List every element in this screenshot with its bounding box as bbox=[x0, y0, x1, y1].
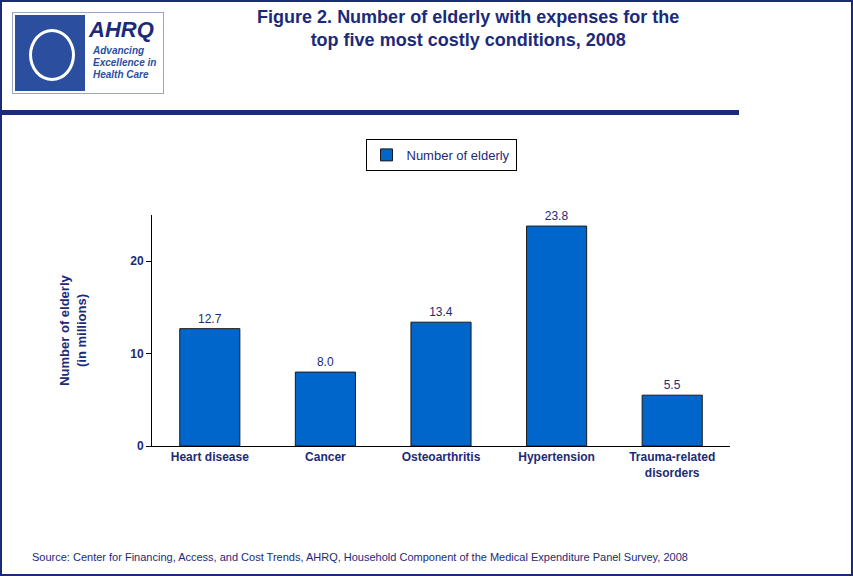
svg-text:Figure 2. Number of elderly wi: Figure 2. Number of elderly with expense… bbox=[257, 7, 679, 50]
svg-text:Trauma-relateddisorders: Trauma-relateddisorders bbox=[629, 450, 715, 480]
svg-text:Cancer: Cancer bbox=[305, 450, 346, 464]
html-text:Advancing: Advancing bbox=[93, 45, 145, 56]
html-text:AHRQ: AHRQ bbox=[89, 17, 154, 42]
svg-text:Source: Center for Financing,: Source: Center for Financing, Access, an… bbox=[32, 551, 688, 563]
svg-text:Hypertension: Hypertension bbox=[518, 450, 595, 464]
svg-text:Heart disease: Heart disease bbox=[171, 450, 249, 464]
svg-text:23.8: 23.8 bbox=[545, 209, 569, 223]
html-text:Health Care: Health Care bbox=[93, 69, 149, 80]
svg-text:8.0: 8.0 bbox=[317, 355, 334, 369]
svg-text:Number of elderly(in millions): Number of elderly(in millions) bbox=[57, 274, 89, 385]
svg-text:Osteoarthritis: Osteoarthritis bbox=[402, 450, 481, 464]
svg-text:12.7: 12.7 bbox=[198, 312, 222, 326]
svg-text:5.5: 5.5 bbox=[664, 378, 681, 392]
svg-text:Number of elderly: Number of elderly bbox=[407, 148, 510, 163]
svg-text:20: 20 bbox=[130, 254, 144, 268]
svg-text:10: 10 bbox=[130, 347, 144, 361]
svg-text:0: 0 bbox=[137, 439, 144, 453]
html-text:Excellence in: Excellence in bbox=[93, 57, 157, 68]
svg-text:13.4: 13.4 bbox=[429, 305, 453, 319]
